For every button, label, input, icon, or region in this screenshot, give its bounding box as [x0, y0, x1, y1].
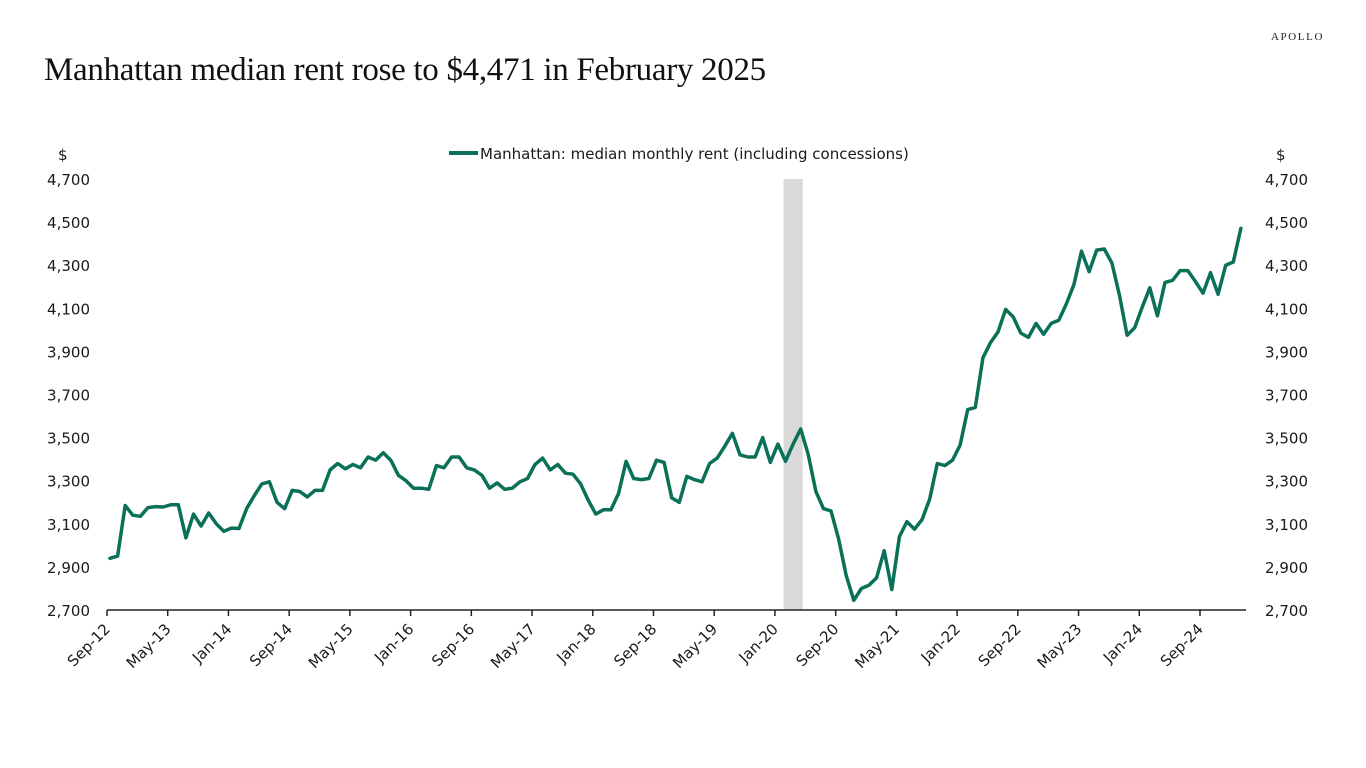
legend-label: Manhattan: median monthly rent (includin… [480, 145, 909, 163]
y-tick-label-left: 3,900 [47, 343, 90, 361]
x-tick-label: Sep-24 [1157, 620, 1207, 670]
series-layer [108, 226, 1243, 603]
y-tick-label-left: 3,700 [47, 387, 90, 405]
x-tick-label: Sep-14 [246, 620, 296, 670]
y-tick-label-left: 4,100 [47, 300, 90, 318]
x-tick-label: Jan-22 [917, 620, 964, 667]
x-tick-label: Sep-22 [975, 620, 1025, 670]
y-tick-label-right: 4,700 [1265, 171, 1308, 189]
y-tick-label-right: 4,100 [1265, 300, 1308, 318]
x-tick-label: May-17 [487, 620, 539, 672]
x-tick-label: Sep-16 [428, 620, 478, 670]
chart-title: Manhattan median rent rose to $4,471 in … [44, 52, 766, 88]
y-tick-label-right: 3,500 [1265, 430, 1308, 448]
y-tick-label-right: 2,700 [1265, 602, 1308, 620]
y-tick-label-right: 3,300 [1265, 473, 1308, 491]
y-tick-label-right: 2,900 [1265, 559, 1308, 577]
y-tick-label-left: 3,500 [47, 430, 90, 448]
y-tick-label-right: 3,700 [1265, 387, 1308, 405]
y-tick-label-left: 4,700 [47, 171, 90, 189]
x-tick-label: May-19 [669, 620, 721, 672]
y-tick-label-left: 2,700 [47, 602, 90, 620]
axes: Sep-12 May-13 Jan-14 Sep-14 May-15 Jan-16 Sep-… [47, 171, 1308, 672]
right-axis-unit: $ [1276, 146, 1286, 164]
x-tick-label: May-15 [305, 620, 357, 672]
x-tick-label: Sep-12 [64, 620, 114, 670]
y-tick-label-left: 2,900 [47, 559, 90, 577]
x-tick-label: Jan-18 [552, 620, 599, 667]
y-tick-label-right: 4,500 [1265, 214, 1308, 232]
y-tick-label-right: 4,300 [1265, 257, 1308, 275]
y-tick-label-left: 4,300 [47, 257, 90, 275]
x-tick-label: Sep-18 [610, 620, 660, 670]
left-axis-unit: $ [58, 146, 68, 164]
x-tick-label: Jan-16 [370, 620, 417, 667]
x-tick-label: Jan-14 [188, 620, 235, 667]
x-tick-label: Jan-20 [735, 620, 782, 667]
x-tick-label: May-21 [851, 620, 903, 672]
recession-shading-layer [783, 179, 803, 610]
x-tick-label: Jan-24 [1099, 620, 1146, 667]
series-line-manhattan-rent [108, 226, 1243, 603]
x-tick-label: May-13 [123, 620, 175, 672]
brand-logo: APOLLO [1271, 31, 1324, 43]
y-tick-label-left: 4,500 [47, 214, 90, 232]
x-tick-label: Sep-20 [792, 620, 842, 670]
y-tick-label-right: 3,100 [1265, 516, 1308, 534]
y-tick-label-left: 3,100 [47, 516, 90, 534]
x-tick-label: May-23 [1034, 620, 1086, 672]
y-tick-label-left: 3,300 [47, 473, 90, 491]
legend: Manhattan: median monthly rent (includin… [449, 145, 909, 163]
recession-shading [783, 179, 803, 610]
y-tick-label-right: 3,900 [1265, 343, 1308, 361]
